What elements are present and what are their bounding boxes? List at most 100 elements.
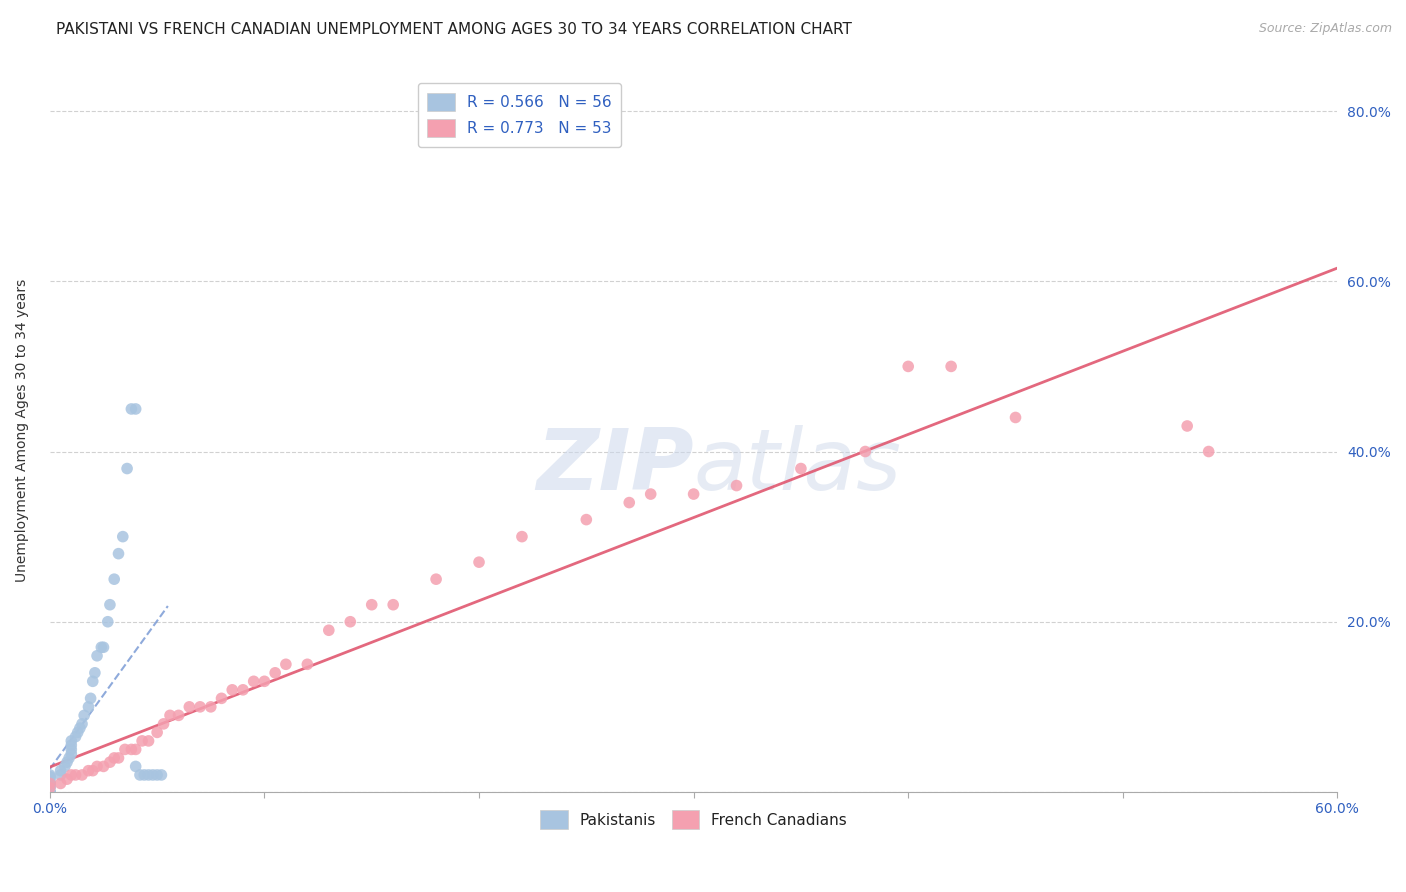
Point <box>853 444 876 458</box>
Point <box>49 764 72 778</box>
Point <box>120 401 142 416</box>
Point <box>1175 419 1198 434</box>
Point <box>131 734 153 748</box>
Point <box>38 771 60 785</box>
Point <box>70 717 93 731</box>
Point <box>65 768 87 782</box>
Point <box>510 530 533 544</box>
Point <box>146 725 169 739</box>
Legend: Pakistanis, French Canadians: Pakistanis, French Canadians <box>534 804 853 835</box>
Point <box>38 773 60 788</box>
Point <box>159 708 181 723</box>
Point <box>129 768 152 782</box>
Point <box>103 751 125 765</box>
Point <box>152 717 174 731</box>
Point <box>38 776 60 790</box>
Point <box>221 682 243 697</box>
Point <box>86 759 108 773</box>
Point <box>79 691 101 706</box>
Point <box>60 738 83 752</box>
Point <box>60 768 83 782</box>
Point <box>242 674 264 689</box>
Point <box>38 768 60 782</box>
Point <box>425 572 447 586</box>
Point <box>60 734 83 748</box>
Point <box>124 401 146 416</box>
Point <box>1198 444 1220 458</box>
Point <box>38 779 60 793</box>
Point <box>640 487 662 501</box>
Point <box>73 708 96 723</box>
Point <box>82 674 104 689</box>
Point <box>297 657 319 672</box>
Point <box>38 770 60 784</box>
Point <box>274 657 297 672</box>
Point <box>66 725 89 739</box>
Point <box>115 461 138 475</box>
Point <box>60 747 83 761</box>
Point <box>200 699 222 714</box>
Point <box>120 742 142 756</box>
Point <box>70 768 93 782</box>
Point <box>38 780 60 795</box>
Point <box>38 771 60 785</box>
Point <box>468 555 491 569</box>
Point <box>253 674 276 689</box>
Point <box>1004 410 1026 425</box>
Point <box>146 768 169 782</box>
Point <box>69 721 91 735</box>
Point <box>38 785 60 799</box>
Point <box>49 776 72 790</box>
Point <box>790 461 813 475</box>
Point <box>56 755 79 769</box>
Point <box>38 776 60 790</box>
Point <box>86 648 108 663</box>
Point <box>38 780 60 795</box>
Point <box>53 759 76 773</box>
Point <box>38 785 60 799</box>
Point <box>124 759 146 773</box>
Point <box>38 778 60 792</box>
Point <box>124 742 146 756</box>
Point <box>77 699 100 714</box>
Point <box>56 772 79 787</box>
Point <box>188 699 211 714</box>
Point <box>77 764 100 778</box>
Point <box>382 598 405 612</box>
Point <box>38 776 60 790</box>
Text: Source: ZipAtlas.com: Source: ZipAtlas.com <box>1258 22 1392 36</box>
Point <box>107 547 129 561</box>
Point <box>38 785 60 799</box>
Text: PAKISTANI VS FRENCH CANADIAN UNEMPLOYMENT AMONG AGES 30 TO 34 YEARS CORRELATION : PAKISTANI VS FRENCH CANADIAN UNEMPLOYMEN… <box>56 22 852 37</box>
Point <box>138 768 160 782</box>
Point <box>575 513 598 527</box>
Point <box>38 780 60 795</box>
Point <box>38 785 60 799</box>
Point <box>134 768 156 782</box>
Point <box>49 768 72 782</box>
Point <box>38 776 60 790</box>
Point <box>93 640 115 655</box>
Point <box>179 699 201 714</box>
Point <box>38 785 60 799</box>
Point <box>111 530 134 544</box>
Point <box>725 478 748 492</box>
Point <box>142 768 165 782</box>
Point <box>114 742 136 756</box>
Point <box>150 768 173 782</box>
Y-axis label: Unemployment Among Ages 30 to 34 years: Unemployment Among Ages 30 to 34 years <box>15 278 30 582</box>
Point <box>98 598 121 612</box>
Point <box>339 615 361 629</box>
Point <box>65 730 87 744</box>
Point <box>38 772 60 787</box>
Point <box>264 665 287 680</box>
Point <box>38 776 60 790</box>
Point <box>98 755 121 769</box>
Point <box>83 665 105 680</box>
Point <box>232 682 254 697</box>
Point <box>82 764 104 778</box>
Point <box>38 776 60 790</box>
Point <box>107 751 129 765</box>
Text: atlas: atlas <box>693 425 901 508</box>
Point <box>939 359 962 374</box>
